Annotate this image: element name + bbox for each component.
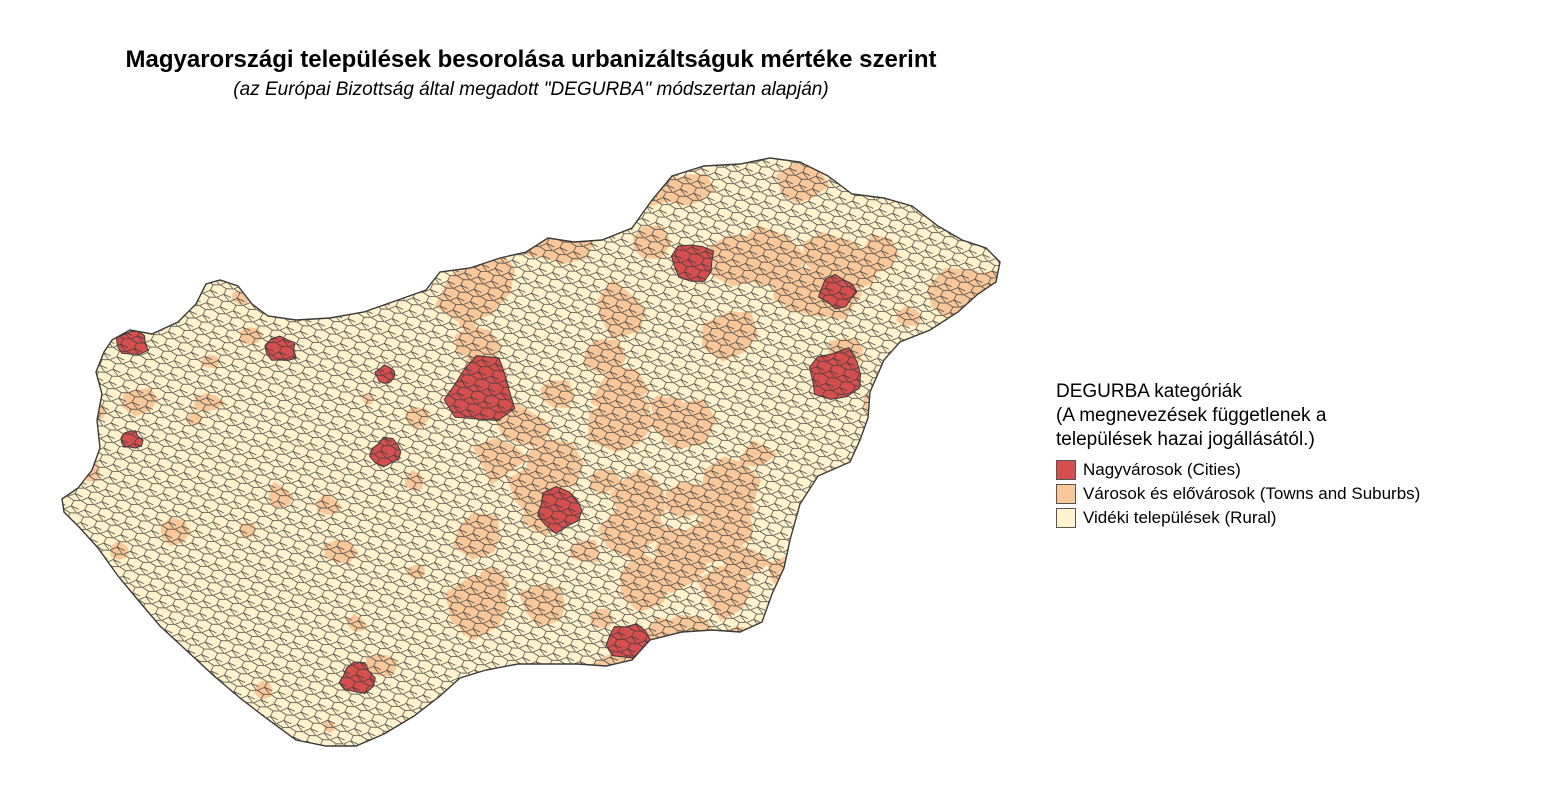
country-outline <box>61 157 1001 747</box>
legend-title-line: (A megnevezések függetlenek a <box>1056 405 1327 426</box>
town-area <box>551 674 621 732</box>
map-legend: DEGURBA kategóriák (A megnevezések függe… <box>1056 380 1546 530</box>
town-area <box>86 289 111 310</box>
legend-swatch-rural <box>1056 508 1076 528</box>
town-area <box>767 698 794 728</box>
town-area <box>524 714 575 746</box>
town-area <box>949 576 987 610</box>
town-area <box>329 284 351 300</box>
town-area <box>952 629 993 675</box>
legend-item-rural: Vidéki települések (Rural) <box>1056 506 1546 530</box>
town-area <box>105 655 118 669</box>
town-area <box>80 687 101 703</box>
town-area <box>576 690 636 746</box>
town-area <box>809 648 833 668</box>
town-area <box>451 724 469 738</box>
map-subtitle: (az Európai Bizottság által megadott "DE… <box>233 79 829 100</box>
town-area <box>629 659 656 681</box>
town-area <box>249 241 274 270</box>
town-area <box>896 494 924 523</box>
town-area <box>941 327 1000 375</box>
legend-item-towns: Városok és elővárosok (Towns and Suburbs… <box>1056 482 1546 506</box>
town-area <box>735 644 786 689</box>
town-area <box>928 554 979 606</box>
town-area <box>678 657 746 713</box>
town-area <box>829 533 865 572</box>
town-area <box>232 214 257 238</box>
town-area <box>772 650 827 691</box>
town-area <box>643 712 683 746</box>
town-area <box>168 680 198 710</box>
legend-label-rural: Vidéki települések (Rural) <box>1083 508 1277 527</box>
town-area <box>859 563 889 584</box>
town-area <box>601 703 628 724</box>
town-area <box>451 203 484 230</box>
town-area <box>938 361 1000 413</box>
town-area <box>794 505 856 558</box>
legend-items: Nagyvárosok (Cities) Városok és előváros… <box>1056 458 1546 530</box>
legend-swatch-towns <box>1056 484 1076 504</box>
town-area <box>398 237 416 253</box>
town-area <box>913 549 954 581</box>
town-area <box>873 651 916 696</box>
town-area <box>777 601 824 645</box>
town-area <box>101 251 132 281</box>
town-area <box>843 689 871 715</box>
town-area <box>813 636 867 696</box>
town-area <box>839 537 909 589</box>
town-area <box>470 178 498 197</box>
legend-title-line: települések hazai jogállásától.) <box>1056 429 1315 450</box>
legend-swatch-cities <box>1056 460 1076 480</box>
legend-title-line: DEGURBA kategóriák <box>1056 381 1242 402</box>
town-area <box>883 719 913 741</box>
town-area <box>929 613 979 665</box>
town-area <box>893 381 915 397</box>
town-area <box>363 189 384 207</box>
town-area <box>869 636 907 676</box>
town-area <box>697 644 743 684</box>
town-area <box>708 711 741 744</box>
town-area <box>860 526 895 554</box>
town-area <box>899 528 927 550</box>
town-area <box>519 164 575 206</box>
settlement-borders <box>62 158 1000 746</box>
town-area <box>864 615 916 659</box>
map-title: Magyarországi települések besorolása urb… <box>125 46 937 73</box>
town-area <box>398 219 425 240</box>
legend-label-cities: Nagyvárosok (Cities) <box>1083 460 1241 479</box>
legend-label-towns: Városok és elővárosok (Towns and Suburbs… <box>1083 484 1421 503</box>
legend-title: DEGURBA kategóriák (A megnevezések függe… <box>1056 380 1546 452</box>
town-area <box>870 536 916 579</box>
legend-item-cities: Nagyvárosok (Cities) <box>1056 458 1546 482</box>
